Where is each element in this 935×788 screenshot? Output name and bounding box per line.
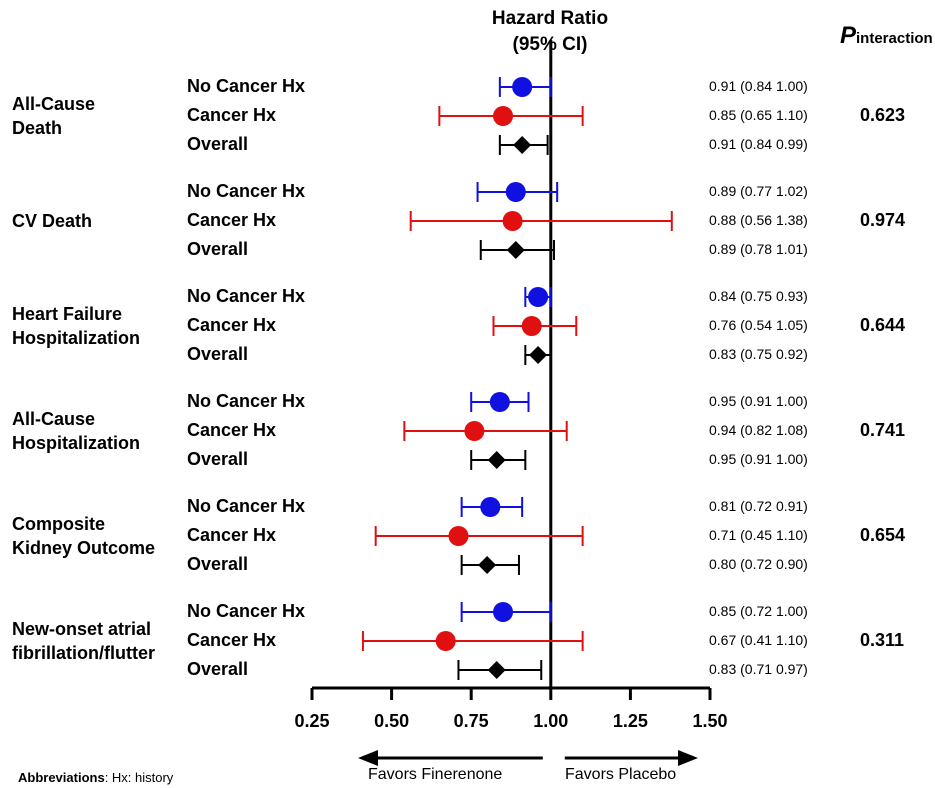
hr-ci-text: 0.83 (0.71 0.97)	[709, 661, 808, 677]
point-estimate-circle	[489, 392, 510, 412]
hr-ci-text: 0.89 (0.78 1.01)	[709, 241, 808, 257]
favors-right-label: Favors Placebo	[565, 766, 677, 783]
favors-left-label: Favors Finerenone	[368, 766, 503, 783]
hr-ci-text: 0.85 (0.65 1.10)	[709, 107, 808, 123]
x-tick-label: 1.00	[533, 711, 569, 731]
row-label: Cancer Hx	[187, 630, 277, 650]
group-label: Heart Failure	[12, 304, 123, 324]
hr-ci-text: 0.88 (0.56 1.38)	[709, 212, 808, 228]
group-label: fibrillation/flutter	[12, 643, 155, 663]
p-interaction-value: 0.623	[860, 105, 906, 125]
p-interaction-value: 0.654	[860, 525, 906, 545]
hr-ci-text: 0.85 (0.72 1.00)	[709, 603, 808, 619]
p-interaction-value: 0.741	[860, 420, 906, 440]
row-label: No Cancer Hx	[187, 601, 306, 621]
row-label: Overall	[187, 134, 249, 154]
point-estimate-circle	[528, 287, 549, 307]
point-estimate-circle	[435, 631, 456, 651]
row-label: Overall	[187, 449, 249, 469]
row-label: Overall	[187, 344, 249, 364]
row-label: Overall	[187, 554, 249, 574]
point-estimate-circle	[512, 77, 533, 97]
group-label: New-onset atrial	[12, 619, 152, 639]
point-estimate-circle	[505, 182, 526, 202]
point-estimate-circle	[493, 602, 514, 622]
point-estimate-circle	[521, 316, 542, 336]
row-label: Cancer Hx	[187, 105, 277, 125]
p-interaction-value: 0.644	[860, 315, 906, 335]
row-label: No Cancer Hx	[187, 286, 306, 306]
row-label: No Cancer Hx	[187, 496, 306, 516]
abbreviations-footnote: Abbreviations: Hx: history	[18, 770, 173, 785]
row-label: Cancer Hx	[187, 315, 277, 335]
p-interaction-value: 0.311	[860, 630, 905, 650]
p-interaction-value: 0.974	[860, 210, 906, 230]
hr-ci-text: 0.81 (0.72 0.91)	[709, 498, 808, 514]
group-label: All-Cause	[12, 409, 96, 429]
row-label: No Cancer Hx	[187, 181, 306, 201]
x-tick-label: 1.50	[692, 711, 728, 731]
x-tick-label: 1.25	[612, 711, 648, 731]
point-estimate-circle	[464, 421, 485, 441]
hr-ci-text: 0.84 (0.75 0.93)	[709, 288, 808, 304]
hr-ci-text: 0.76 (0.54 1.05)	[709, 317, 808, 333]
p-label-main: P	[840, 22, 857, 49]
abbreviations-label: Abbreviations	[18, 770, 105, 785]
group-label: Hospitalization	[12, 433, 141, 453]
group-label: CV Death	[12, 211, 93, 231]
favors-left-arrowhead	[358, 750, 378, 766]
row-label: Overall	[187, 659, 249, 679]
point-estimate-diamond	[513, 136, 532, 154]
p-label-sub: interaction	[856, 30, 933, 47]
hr-ci-text: 0.94 (0.82 1.08)	[709, 422, 808, 438]
row-label: Overall	[187, 239, 249, 259]
abbreviations-text: : Hx: history	[104, 770, 174, 785]
group-label: Kidney Outcome	[12, 538, 156, 558]
point-estimate-circle	[480, 497, 501, 517]
x-tick-label: 0.75	[453, 711, 489, 731]
hr-ci-text: 0.67 (0.41 1.10)	[709, 632, 808, 648]
point-estimate-diamond	[478, 556, 497, 574]
hr-title-line1: Hazard Ratio	[491, 8, 609, 29]
point-estimate-circle	[448, 526, 469, 546]
group-label: Death	[12, 118, 63, 138]
row-label: Cancer Hx	[187, 420, 277, 440]
hr-ci-text: 0.80 (0.72 0.90)	[709, 556, 808, 572]
group-label: Composite	[12, 514, 106, 534]
point-estimate-diamond	[506, 241, 525, 259]
point-estimate-diamond	[487, 661, 506, 679]
row-label: Cancer Hx	[187, 525, 277, 545]
hr-ci-text: 0.83 (0.75 0.92)	[709, 346, 808, 362]
hr-ci-text: 0.95 (0.91 1.00)	[709, 393, 808, 409]
group-label: Hospitalization	[12, 328, 141, 348]
group-label: All-Cause	[12, 94, 96, 114]
hr-ci-text: 0.71 (0.45 1.10)	[709, 527, 808, 543]
hr-ci-text: 0.89 (0.77 1.02)	[709, 183, 808, 199]
point-estimate-circle	[502, 211, 523, 231]
point-estimate-diamond	[487, 451, 506, 469]
x-tick-label: 0.50	[374, 711, 410, 731]
hr-ci-text: 0.91 (0.84 0.99)	[709, 136, 808, 152]
p-interaction-header: Pinteraction	[840, 22, 933, 50]
point-estimate-circle	[493, 106, 514, 126]
row-label: Cancer Hx	[187, 210, 277, 230]
x-tick-label: 0.25	[294, 711, 330, 731]
favors-right-arrowhead	[678, 750, 698, 766]
hr-ci-text: 0.91 (0.84 1.00)	[709, 78, 808, 94]
row-label: No Cancer Hx	[187, 391, 306, 411]
point-estimate-diamond	[529, 346, 548, 364]
hr-ci-text: 0.95 (0.91 1.00)	[709, 451, 808, 467]
row-label: No Cancer Hx	[187, 76, 306, 96]
